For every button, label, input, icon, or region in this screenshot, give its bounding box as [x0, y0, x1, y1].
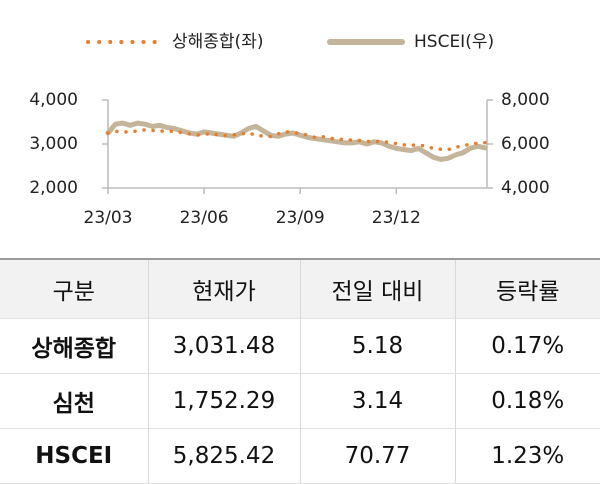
- chart: 2,000 3,000 4,000 4,000 6,000 8,000 23/03 23/06…: [29, 32, 550, 228]
- y-tick-label: 4,000: [29, 90, 78, 110]
- table-cell: 1.23%: [454, 428, 600, 484]
- header-cell: 전일 대비: [299, 258, 455, 319]
- table-cell: 3,031.48: [147, 318, 300, 374]
- header-cell: 등락률: [454, 258, 600, 319]
- y-tick-label: 3,000: [29, 134, 78, 154]
- x-tick-label: 23/12: [372, 208, 421, 228]
- table-header: 구분 현재가 전일 대비 등락률: [0, 258, 600, 319]
- series-line: [106, 128, 487, 152]
- table-cell: 0.17%: [454, 318, 600, 374]
- table-cell: 5.18: [299, 318, 455, 374]
- row-label: HSCEI: [0, 428, 148, 484]
- data-table: 구분 현재가 전일 대비 등락률 상해종합 3,031.48 5.18 0.17% 심천…: [0, 258, 600, 484]
- table-cell: 0.18%: [454, 373, 600, 429]
- x-tick-label: 23/06: [180, 208, 229, 228]
- x-tick-label: 23/03: [84, 208, 133, 228]
- y-tick-label: 2,000: [29, 178, 78, 198]
- table-row: 심천 1,752.29 3.14 0.18%: [0, 373, 600, 429]
- y2-tick-label: 6,000: [501, 134, 550, 154]
- header-cell: 현재가: [147, 258, 300, 319]
- row-label: 상해종합: [0, 318, 148, 374]
- legend-label: 상해종합(좌): [172, 32, 263, 52]
- table-row: HSCEI 5,825.42 70.77 1.23%: [0, 428, 600, 484]
- table-cell: 1,752.29: [147, 373, 300, 429]
- series-line: [105, 120, 488, 162]
- table-cell: 3.14: [299, 373, 455, 429]
- table-row: 상해종합 3,031.48 5.18 0.17%: [0, 318, 600, 374]
- legend-label: HSCEI(우): [414, 32, 494, 52]
- table-cell: 70.77: [299, 428, 455, 484]
- row-label: 심천: [0, 373, 148, 429]
- y2-tick-label: 8,000: [501, 90, 550, 110]
- table-cell: 5,825.42: [147, 428, 300, 484]
- header-cell: 구분: [0, 258, 148, 319]
- y2-tick-label: 4,000: [501, 178, 550, 198]
- x-tick-label: 23/09: [276, 208, 325, 228]
